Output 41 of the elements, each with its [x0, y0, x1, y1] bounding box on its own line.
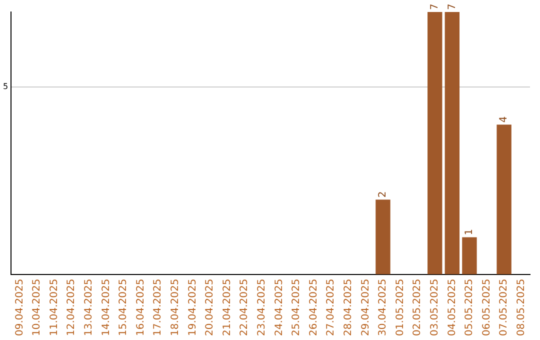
- data-label: 7: [446, 4, 458, 10]
- x-tick-label: 13.04.2025: [84, 278, 95, 336]
- x-tick-label: 21.04.2025: [222, 278, 233, 336]
- x-tick-label: 20.04.2025: [204, 278, 216, 336]
- x-tick-label: 05.05.2025: [464, 278, 476, 336]
- x-tick-label: 23.04.2025: [256, 278, 268, 336]
- x-tick-label: 29.04.2025: [360, 278, 372, 336]
- x-tick-label: 16.04.2025: [135, 278, 146, 336]
- x-tick-label: 28.04.2025: [342, 278, 354, 336]
- x-tick-label: 04.05.2025: [446, 278, 458, 336]
- x-tick-label: 25.04.2025: [291, 278, 302, 336]
- x-tick-label: 18.04.2025: [170, 278, 182, 336]
- bar: [444, 12, 460, 274]
- x-tick-label: 10.04.2025: [32, 278, 43, 336]
- x-tick-label: 24.04.2025: [274, 278, 285, 336]
- x-tick-label: 30.04.2025: [378, 278, 389, 336]
- bar: [376, 200, 390, 274]
- x-tick-label: 06.05.2025: [481, 278, 492, 336]
- x-tick-label: 03.05.2025: [429, 278, 440, 336]
- x-tick-label: 19.04.2025: [187, 278, 198, 336]
- x-tick-label: 14.04.2025: [100, 278, 112, 336]
- bar: [428, 12, 442, 274]
- data-label: 7: [429, 4, 440, 10]
- data-label: 1: [464, 228, 476, 236]
- x-tick-label: 17.04.2025: [152, 278, 164, 336]
- x-tick-label: 08.05.2025: [516, 278, 527, 336]
- x-tick-label: 09.04.2025: [14, 278, 26, 336]
- x-tick-label: 07.05.2025: [498, 278, 510, 336]
- x-tick-label: 12.04.2025: [66, 278, 78, 336]
- data-label: 4: [498, 116, 510, 123]
- x-tick-label: 15.04.2025: [118, 278, 130, 336]
- x-tick-label: 02.05.2025: [412, 278, 424, 336]
- y-tick-label: 5: [2, 82, 8, 92]
- bar: [496, 124, 512, 274]
- x-tick-label: 27.04.2025: [326, 278, 337, 336]
- x-tick-label: 11.04.2025: [48, 278, 60, 336]
- bar: [462, 237, 477, 274]
- x-tick-label: 22.04.2025: [239, 278, 250, 336]
- x-tick-label: 26.04.2025: [308, 278, 320, 336]
- data-label: 2: [378, 191, 389, 198]
- x-tick-label: 01.05.2025: [394, 278, 406, 336]
